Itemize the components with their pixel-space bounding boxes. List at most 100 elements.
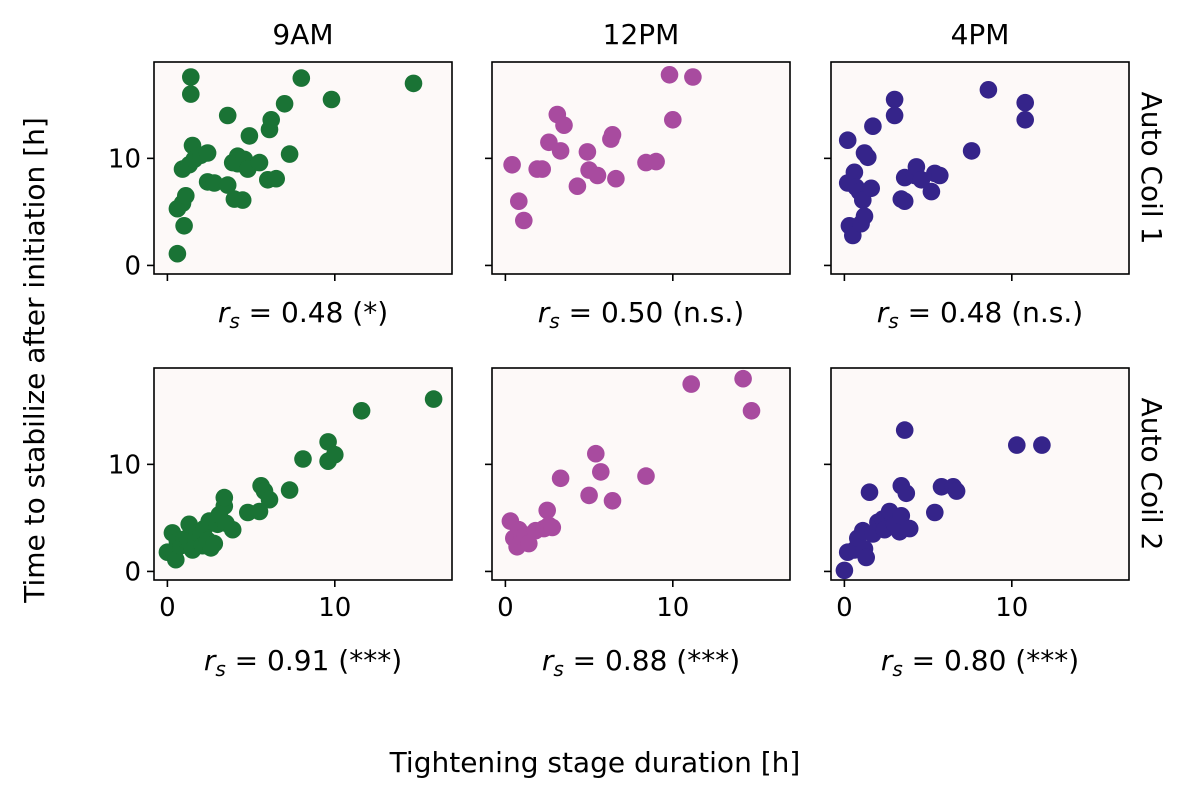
data-point (515, 211, 533, 230)
data-point (182, 85, 200, 103)
y-tick-label: 10 (108, 144, 141, 174)
panel-0-0: 0 10 9AM rs = 0.48 (*) (108, 18, 453, 333)
stat-value: = 0.48 (*) (240, 296, 388, 329)
panel-frame (491, 61, 791, 275)
data-point (603, 126, 622, 144)
data-point (588, 166, 607, 185)
data-point (1016, 93, 1034, 112)
data-point (223, 520, 242, 539)
data-point (607, 169, 625, 188)
stat-value: = 0.88 (***) (564, 644, 740, 677)
data-point (198, 144, 217, 162)
panel-frame (830, 61, 1130, 275)
data-point (533, 160, 551, 178)
data-point (250, 153, 269, 172)
correlation-label: rs = 0.48 (n.s.) (877, 296, 1083, 333)
data-point (167, 550, 185, 569)
data-point (275, 95, 294, 113)
panel-0-2: 4PM Auto Coil 1 rs = 0.48 (n.s.) (824, 18, 1168, 333)
data-point (215, 488, 234, 507)
data-point (1016, 111, 1034, 129)
data-point (660, 66, 679, 84)
stat-value: = 0.91 (***) (226, 644, 402, 677)
data-point (538, 501, 556, 520)
stat-symbol: r (538, 296, 551, 329)
y-axis-title: Time to stabilize after initiation [h] (18, 117, 51, 604)
data-point (931, 166, 949, 185)
data-point (352, 402, 371, 420)
correlation-label: rs = 0.48 (*) (218, 296, 388, 333)
data-point (682, 375, 700, 393)
data-point (551, 469, 570, 488)
data-point (322, 90, 341, 109)
data-point (175, 217, 193, 235)
stat-symbol: r (218, 296, 231, 329)
data-point (838, 131, 857, 149)
data-point (864, 117, 882, 135)
data-point (555, 116, 573, 134)
data-point (218, 176, 237, 194)
stat-subscript: s (229, 309, 239, 333)
data-point (845, 163, 864, 182)
column-title: 9AM (272, 18, 333, 51)
data-point (897, 484, 916, 503)
data-point (580, 486, 598, 505)
panel-frame (830, 367, 1130, 581)
stat-symbol: r (542, 644, 555, 677)
data-point (424, 390, 443, 408)
data-point (926, 503, 944, 522)
data-point (835, 561, 854, 580)
data-point (862, 179, 880, 198)
data-point (551, 142, 570, 160)
data-point (240, 127, 259, 145)
data-point (168, 244, 187, 263)
panel-frame (491, 367, 791, 581)
data-point (510, 192, 528, 210)
x-tick-label: 10 (995, 593, 1028, 623)
panel-frame (153, 61, 453, 275)
column-title: 12PM (603, 18, 680, 51)
data-point (568, 177, 587, 195)
data-point (543, 518, 562, 537)
data-point (177, 187, 195, 205)
x-tick-label: 10 (318, 593, 351, 623)
panel-1-0: 0 10 0 10 rs = 0.91 (***) (108, 367, 453, 681)
data-point (912, 171, 931, 189)
data-point (962, 142, 981, 160)
data-point (892, 507, 911, 525)
column-title: 4PM (951, 18, 1010, 51)
stat-subscript: s (888, 309, 898, 333)
data-point (885, 90, 904, 109)
data-point (603, 492, 622, 510)
y-tick-label: 0 (124, 557, 141, 587)
data-point (292, 69, 311, 87)
data-point (895, 421, 914, 439)
data-point (592, 463, 610, 481)
stat-symbol: r (877, 296, 890, 329)
panel-background (831, 368, 1129, 580)
x-tick-label: 10 (656, 593, 689, 623)
x-axis-title: Tightening stage duration [h] (389, 746, 801, 779)
data-point (205, 174, 224, 192)
panel-background (831, 62, 1129, 274)
data-point (520, 534, 538, 553)
data-point (1008, 436, 1026, 454)
correlation-label: rs = 0.91 (***) (204, 644, 402, 681)
data-point (857, 548, 875, 567)
data-point (326, 445, 344, 464)
correlation-label: rs = 0.80 (***) (881, 644, 1079, 681)
panel-1-1: 0 10 rs = 0.88 (***) (485, 367, 791, 681)
data-point (260, 490, 279, 509)
panel-0-1: 12PM rs = 0.50 (n.s.) (485, 18, 791, 333)
data-point (855, 207, 874, 225)
data-point (280, 481, 299, 499)
stat-subscript: s (215, 657, 225, 681)
data-point (979, 81, 998, 99)
data-point (182, 68, 200, 86)
data-point (1033, 436, 1051, 454)
data-point (404, 74, 423, 93)
stat-subscript: s (549, 309, 559, 333)
data-point (647, 152, 665, 171)
data-point (205, 534, 224, 553)
